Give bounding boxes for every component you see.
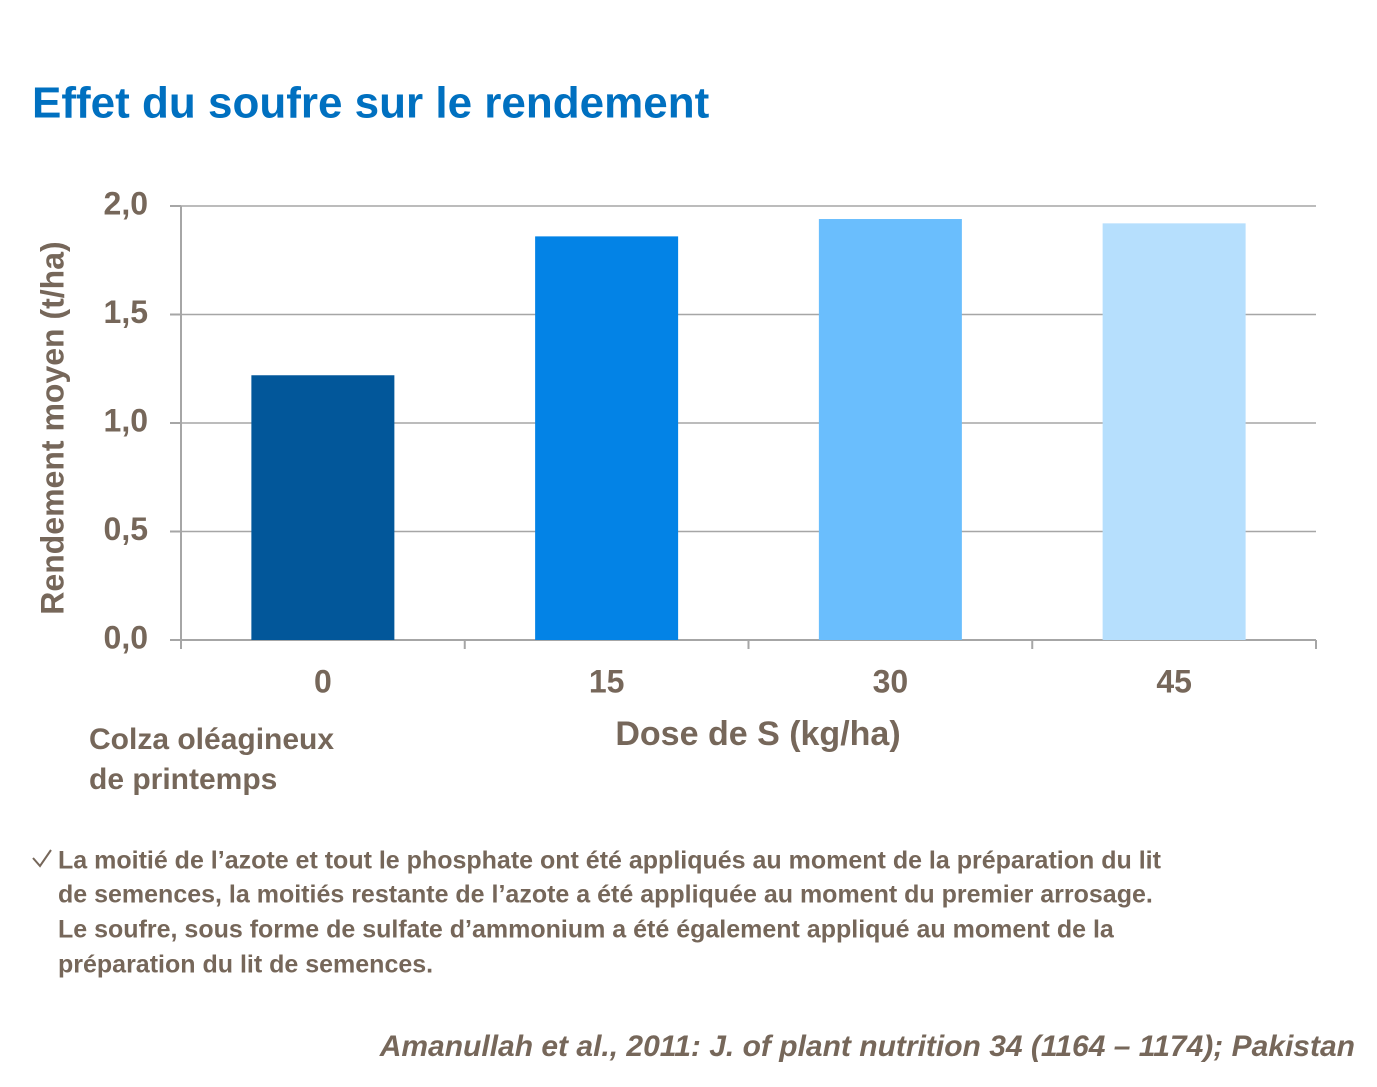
footnote: préparation du lit de semences.	[58, 951, 433, 979]
footnote: Le soufre, sous forme de sulfate d’ammon…	[58, 916, 1115, 944]
bar	[1102, 223, 1246, 641]
y-tick-label: 1,5	[104, 294, 148, 330]
x-axis-title: Dose de S (kg/ha)	[615, 715, 900, 753]
footnote: de semences, la moitiés restante de l’az…	[58, 881, 1153, 909]
x-tick-label: 0	[314, 663, 332, 699]
y-tick-label: 1,0	[104, 402, 148, 438]
x-tick-label: 30	[873, 663, 909, 699]
footnote: La moitié de l’azote et tout le phosphat…	[58, 847, 1162, 875]
annotation: Colza oléagineux	[89, 723, 334, 756]
annotation: de printemps	[89, 763, 277, 796]
check-icon	[32, 849, 52, 868]
y-tick-label: 2,0	[104, 185, 148, 221]
y-axis-title: Rendement moyen (t/ha)	[34, 241, 70, 614]
x-tick-label: 45	[1156, 663, 1192, 699]
y-tick-label: 0,5	[104, 511, 148, 547]
bar	[535, 236, 679, 640]
chart-title: Effet du soufre sur le rendement	[32, 79, 710, 128]
bar	[818, 219, 962, 640]
y-tick-label: 0,0	[104, 619, 148, 655]
bar	[251, 375, 395, 640]
citation: Amanullah et al., 2011: J. of plant nutr…	[379, 1030, 1355, 1063]
x-tick-label: 15	[589, 663, 625, 699]
